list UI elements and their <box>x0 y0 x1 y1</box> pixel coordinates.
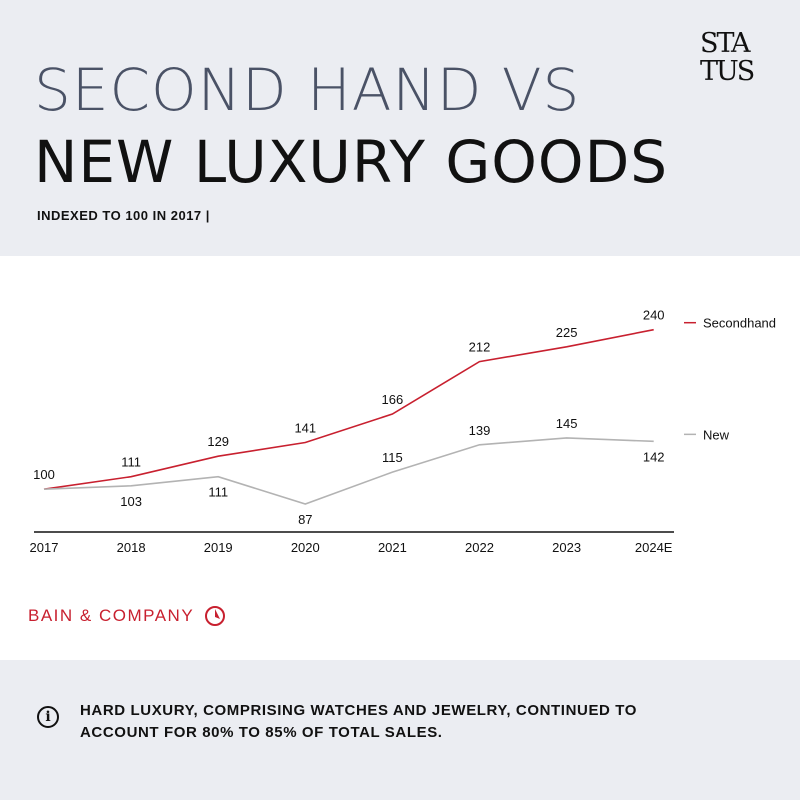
source-credit: BAIN & COMPANY <box>28 605 226 627</box>
data-label-secondhand: 212 <box>469 340 491 355</box>
source-label: BAIN & COMPANY <box>28 606 195 625</box>
logo-line1: STA <box>700 28 751 59</box>
page-title-line1: SECOND HAND VS <box>34 56 581 124</box>
data-label-new: 87 <box>298 512 312 527</box>
x-tick-label: 2023 <box>552 540 581 555</box>
data-label-new: 115 <box>382 450 403 465</box>
bain-logo-icon <box>205 606 226 626</box>
x-tick-label: 2021 <box>378 540 407 555</box>
series-line-secondhand <box>43 328 654 491</box>
page-title-line2: NEW LUXURY GOODS <box>34 128 669 196</box>
x-tick-label: 2024E <box>635 540 673 555</box>
data-label-secondhand: 166 <box>382 392 404 407</box>
legend-label-new: New <box>703 427 730 442</box>
header: SECOND HAND VS NEW LUXURY GOODS INDEXED … <box>0 0 800 256</box>
x-tick-label: 2017 <box>30 540 59 555</box>
x-tick-label: 2020 <box>291 540 320 555</box>
logo-line2: TUS <box>700 56 755 87</box>
data-label-secondhand: 100 <box>33 467 55 482</box>
x-tick-label: 2022 <box>465 540 494 555</box>
line-chart: 2017 2018 2019 2020 2021 2022 2023 2024E 100 111 1… <box>0 256 800 660</box>
footer-note: i HARD LUXURY, COMPRISING WATCHES AND JE… <box>0 660 800 800</box>
page-subtitle: INDEXED TO 100 IN 2017 | <box>37 208 210 223</box>
x-tick-label: 2019 <box>204 540 233 555</box>
legend-label-secondhand: Secondhand <box>703 316 776 331</box>
data-label-secondhand: 141 <box>294 420 316 435</box>
data-label-new: 111 <box>208 485 228 500</box>
data-label-new: 145 <box>556 416 578 431</box>
data-label-secondhand: 240 <box>643 308 665 323</box>
data-label-secondhand: 129 <box>207 434 229 449</box>
chart-svg: 2017 2018 2019 2020 2021 2022 2023 2024E 100 111 1… <box>30 308 776 555</box>
footnote-text: HARD LUXURY, COMPRISING WATCHES AND JEWE… <box>80 702 638 741</box>
data-label-secondhand: 111 <box>121 455 141 470</box>
data-label-new: 139 <box>469 423 491 438</box>
data-label-secondhand: 225 <box>556 325 578 340</box>
data-label-new: 103 <box>120 494 142 509</box>
info-icon: i <box>37 706 59 728</box>
status-logo: STA TUS <box>700 30 770 86</box>
x-tick-label: 2018 <box>117 540 146 555</box>
data-label-new: 142 <box>643 449 665 464</box>
series-line-new <box>43 437 654 505</box>
